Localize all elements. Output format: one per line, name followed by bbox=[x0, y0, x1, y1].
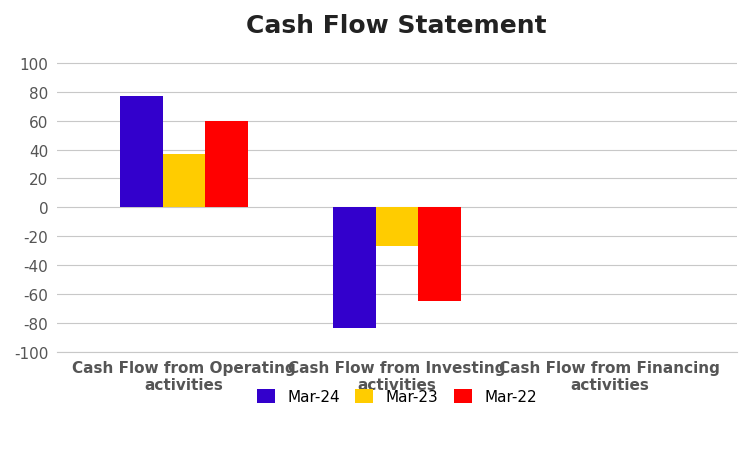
Bar bbox=[120, 97, 163, 208]
Bar bbox=[163, 155, 205, 208]
Bar bbox=[333, 208, 375, 329]
Bar bbox=[205, 121, 248, 208]
Legend: Mar-24, Mar-23, Mar-22: Mar-24, Mar-23, Mar-22 bbox=[250, 383, 543, 411]
Title: Cash Flow Statement: Cash Flow Statement bbox=[247, 14, 547, 38]
Bar bbox=[375, 208, 418, 247]
Bar bbox=[418, 208, 460, 301]
